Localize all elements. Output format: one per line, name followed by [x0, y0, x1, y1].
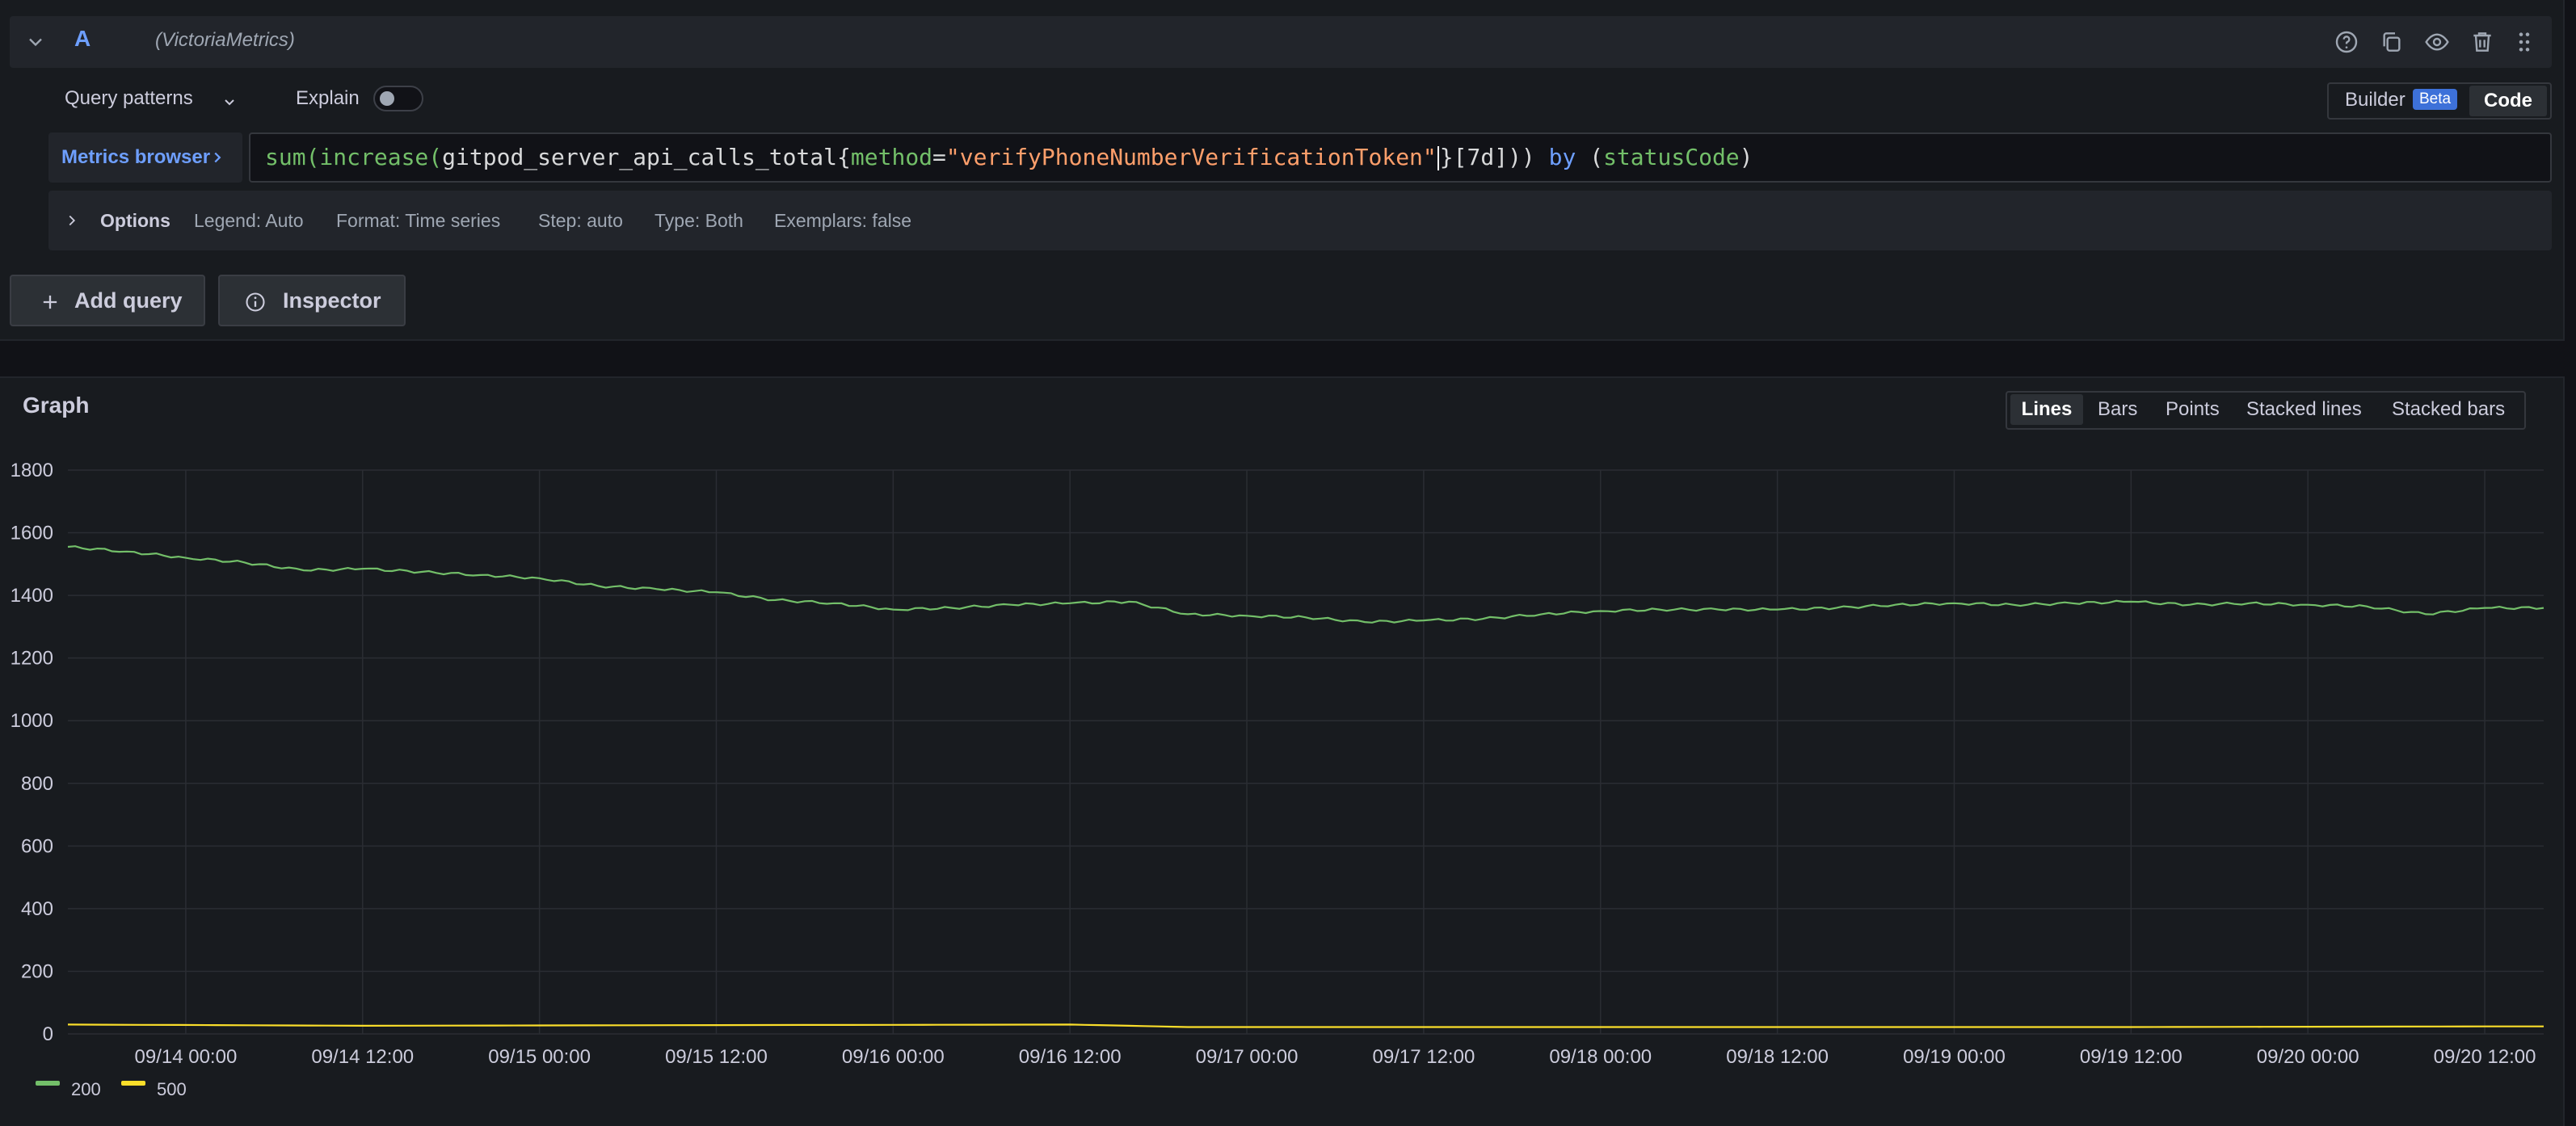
x-tick-label: 09/15 12:00 — [665, 1046, 768, 1068]
legend-swatch-200 — [36, 1081, 60, 1086]
query-expression-input[interactable]: sum(increase(gitpod_server_api_calls_tot… — [249, 132, 2552, 183]
query-row-header — [10, 16, 2552, 68]
view-bars-button[interactable]: Bars — [2098, 398, 2138, 420]
x-tick-label: 09/20 12:00 — [2434, 1046, 2536, 1068]
x-tick-label: 09/17 12:00 — [1373, 1046, 1475, 1068]
expr-paren-close: ) — [1739, 144, 1753, 170]
options-title[interactable]: Options — [100, 210, 170, 231]
y-axis: 0 200 400 600 800 1000 1200 1400 1600 1800 — [11, 460, 53, 1045]
explain-toggle[interactable] — [373, 86, 423, 111]
trash-icon[interactable] — [2469, 29, 2495, 55]
beta-badge: Beta — [2413, 89, 2458, 110]
collapse-chevron-icon[interactable] — [24, 31, 47, 53]
info-icon — [246, 292, 265, 312]
expr-brace-open: { — [837, 144, 851, 170]
x-tick-label: 09/19 12:00 — [2080, 1046, 2182, 1068]
expr-paren-open: ( — [1576, 144, 1604, 170]
option-type: Type: Both — [655, 210, 743, 231]
y-tick-label: 200 — [21, 960, 53, 982]
x-tick-label: 09/20 00:00 — [2257, 1046, 2359, 1068]
y-tick-label: 1600 — [11, 523, 53, 544]
x-tick-label: 09/14 00:00 — [135, 1046, 238, 1068]
x-tick-label: 09/18 12:00 — [1726, 1046, 1829, 1068]
expr-range: }[7d])) — [1439, 144, 1549, 170]
y-tick-label: 1400 — [11, 585, 53, 607]
x-tick-label: 09/14 12:00 — [311, 1046, 414, 1068]
graph-title: Graph — [23, 393, 90, 418]
x-axis: 09/14 00:00 09/14 12:00 09/15 00:00 09/15 1… — [135, 1046, 2536, 1068]
time-series-chart[interactable]: 0 200 400 600 800 1000 1200 1400 1600 1800 09/14 … — [0, 436, 2563, 1124]
add-query-label: Add query — [74, 288, 183, 313]
graph-panel — [0, 376, 2565, 1126]
y-tick-label: 1000 — [11, 710, 53, 732]
explain-label: Explain — [296, 87, 360, 109]
inspector-label: Inspector — [283, 288, 381, 313]
datasource-name: (VictoriaMetrics) — [155, 29, 295, 51]
y-tick-label: 1800 — [11, 460, 53, 481]
y-tick-label: 800 — [21, 773, 53, 795]
view-stacked-bars-button[interactable]: Stacked bars — [2392, 398, 2506, 420]
graph-view-switch — [2006, 391, 2526, 430]
query-ref-id[interactable]: A — [74, 26, 91, 51]
expr-by-keyword: by — [1548, 144, 1576, 170]
x-tick-label: 09/16 00:00 — [842, 1046, 945, 1068]
text-caret — [1437, 146, 1439, 170]
chevron-down-icon[interactable] — [220, 92, 239, 111]
y-tick-label: 400 — [21, 898, 53, 920]
query-patterns-dropdown[interactable]: Query patterns — [65, 87, 193, 109]
drag-handle-icon[interactable] — [2511, 29, 2537, 55]
expr-label-key: method — [850, 144, 933, 170]
option-format: Format: Time series — [336, 210, 501, 231]
metrics-browser-button[interactable]: Metrics browser — [48, 132, 242, 183]
option-exemplars: Exemplars: false — [774, 210, 912, 231]
code-mode-button[interactable]: Code — [2469, 86, 2547, 116]
y-tick-label: 0 — [43, 1023, 53, 1045]
chart-series[interactable] — [67, 545, 2544, 1028]
query-options-row[interactable] — [48, 191, 2552, 250]
x-tick-label: 09/19 00:00 — [1903, 1046, 2006, 1068]
expr-functions: sum(increase( — [265, 144, 443, 170]
builder-mode-button[interactable]: Builder — [2345, 89, 2406, 111]
view-points-button[interactable]: Points — [2166, 398, 2220, 420]
series-line-200[interactable] — [67, 545, 2544, 624]
toggle-knob — [380, 91, 394, 106]
option-legend: Legend: Auto — [194, 210, 304, 231]
view-lines-button[interactable]: Lines — [2010, 394, 2083, 425]
view-stacked-lines-button[interactable]: Stacked lines — [2246, 398, 2362, 420]
expr-label-value: "verifyPhoneNumberVerificationToken" — [945, 144, 1437, 170]
chart-grid — [68, 469, 2544, 1035]
duplicate-icon[interactable] — [2379, 29, 2405, 55]
x-tick-label: 09/17 00:00 — [1196, 1046, 1299, 1068]
legend-swatch-500 — [121, 1081, 145, 1086]
x-tick-label: 09/15 00:00 — [488, 1046, 591, 1068]
legend-item-500[interactable]: 500 — [157, 1079, 187, 1099]
add-query-button[interactable]: Add query — [10, 275, 205, 326]
y-tick-label: 1200 — [11, 648, 53, 670]
x-tick-label: 09/16 12:00 — [1019, 1046, 1122, 1068]
expr-group-label: statusCode — [1603, 144, 1740, 170]
chevron-right-icon[interactable] — [63, 212, 81, 229]
chevron-right-icon — [214, 152, 221, 163]
series-line-500[interactable] — [67, 1023, 2544, 1028]
legend-item-200[interactable]: 200 — [71, 1079, 101, 1099]
help-icon[interactable] — [2334, 29, 2359, 55]
plus-icon — [43, 295, 57, 309]
option-step: Step: auto — [538, 210, 623, 231]
metrics-browser-label: Metrics browser — [61, 146, 211, 168]
expr-operator: = — [932, 144, 946, 170]
x-tick-label: 09/18 00:00 — [1549, 1046, 1652, 1068]
eye-icon[interactable] — [2424, 29, 2450, 55]
inspector-button[interactable]: Inspector — [218, 275, 406, 326]
y-tick-label: 600 — [21, 835, 53, 857]
expr-metric: gitpod_server_api_calls_total — [442, 144, 838, 170]
